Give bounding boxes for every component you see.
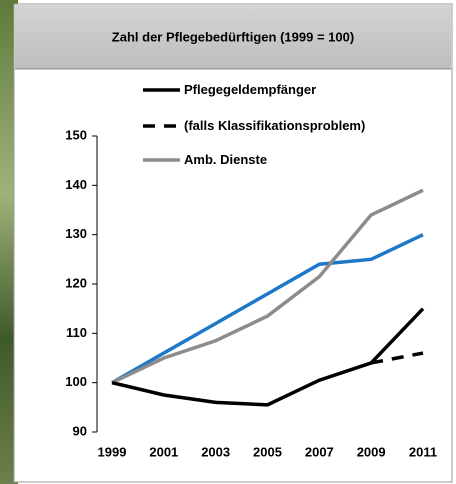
y-tick-label: 130 xyxy=(65,226,87,241)
x-tick-label: 1999 xyxy=(98,444,127,459)
x-tick-label: 2011 xyxy=(409,444,437,459)
y-tick-label: 90 xyxy=(73,423,87,438)
x-tick-label: 2003 xyxy=(201,444,230,459)
y-tick-label: 150 xyxy=(65,127,87,142)
y-tick-label: 120 xyxy=(65,275,87,290)
x-tick-label: 2007 xyxy=(305,444,334,459)
chart-title: Zahl der Pflegebedürftigen (1999 = 100) xyxy=(112,29,354,44)
legend-label: Pflegegeldempfänger xyxy=(184,82,374,98)
legend-label: (falls Klassifikationsproblem) xyxy=(184,118,374,134)
chart: Zahl der Pflegebedürftigen (1999 = 100) … xyxy=(0,0,456,484)
x-tick-label: 2009 xyxy=(357,444,386,459)
page: Zahl der Pflegebedürftigen (1999 = 100) … xyxy=(0,0,456,484)
x-tick-label: 2001 xyxy=(149,444,178,459)
y-tick-label: 100 xyxy=(65,374,87,389)
y-tick-label: 140 xyxy=(65,177,87,192)
panel xyxy=(14,4,452,482)
y-tick-label: 110 xyxy=(66,325,87,340)
x-tick-label: 2005 xyxy=(253,444,282,459)
legend-label: Amb. Dienste xyxy=(184,152,374,168)
